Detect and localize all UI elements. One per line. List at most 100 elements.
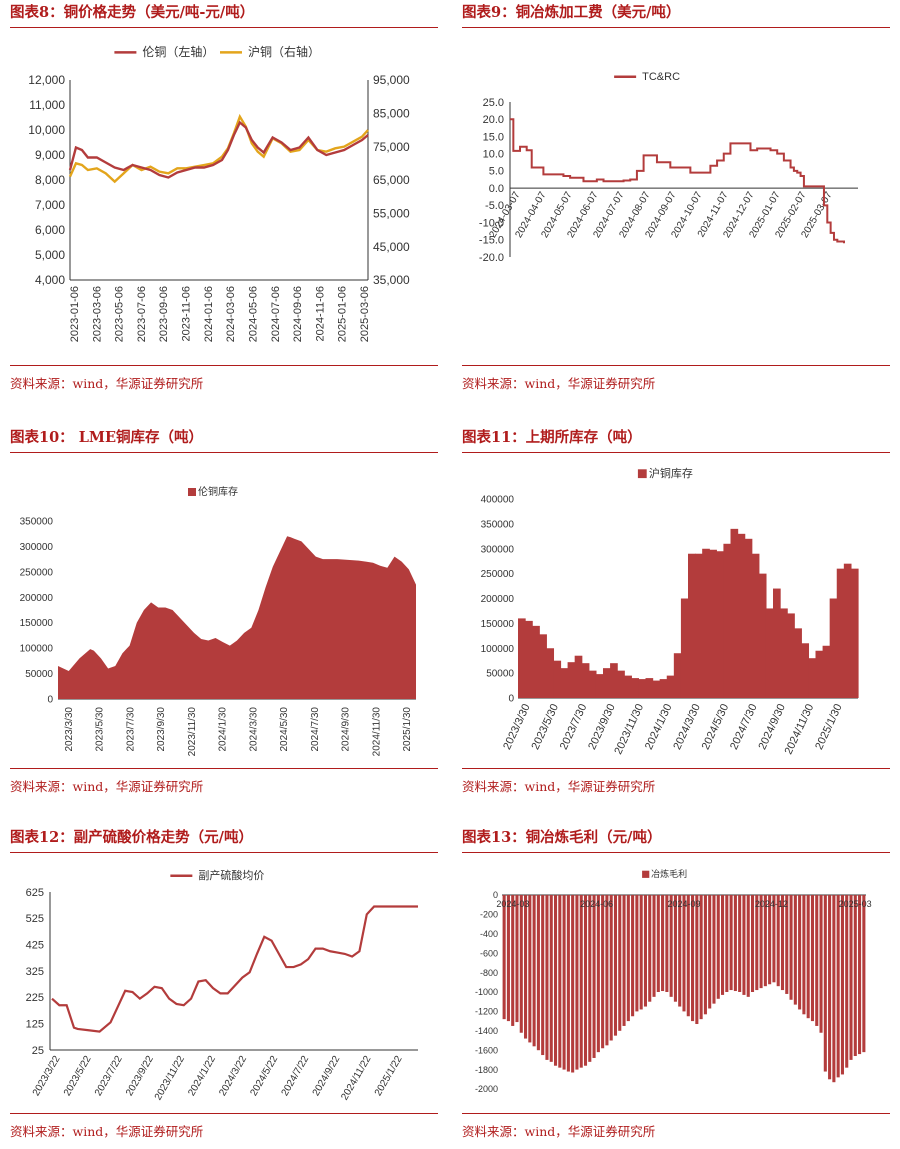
x-tick-label: 2023-01-06 (69, 286, 81, 342)
chart-panel-shfe-inventory: 图表11：上期所库存（吨） 沪铜库存 400000 350000 300000 2500… (462, 425, 890, 800)
inventory-bar (794, 628, 802, 698)
y-tick-label: -800 (480, 968, 498, 978)
x-tick-label: 2024/7/30 (728, 702, 760, 751)
inventory-bar (680, 598, 689, 698)
x-tick-label: 2023-03-06 (91, 286, 103, 342)
y-tick-label: -1200 (475, 1007, 498, 1017)
chart-title: 图表8：铜价格走势（美元/吨-元/吨） (10, 4, 255, 21)
x-tick-label: 2024/7/22 (280, 1054, 312, 1098)
inventory-bar (780, 608, 788, 698)
inventory-bar (645, 678, 654, 698)
x-tick-label: 2023/9/30 (586, 702, 618, 751)
margin-bar (609, 895, 613, 1041)
y-tick-label: 50000 (486, 669, 514, 680)
y-tick-label: 25.0 (483, 97, 504, 109)
title-rule (10, 852, 438, 853)
inventory-bar (737, 533, 746, 698)
x-tick-label: 2023-09-06 (158, 286, 170, 342)
chart-title: 图表10： LME铜库存（吨） (10, 429, 204, 446)
x-tick-label: 2023/11/22 (153, 1054, 187, 1103)
x-tick-label: 2024/1/30 (218, 707, 229, 752)
y-tick-label: -600 (480, 948, 498, 958)
inventory-bar (567, 662, 576, 698)
margin-bar (549, 895, 553, 1062)
y-tick-label: 325 (26, 966, 44, 978)
inventory-bar (850, 568, 859, 698)
inventory-bar (652, 680, 661, 698)
margin-bar (721, 895, 725, 995)
left-y-tick-label: 4,000 (35, 273, 65, 287)
inventory-bar (659, 679, 668, 698)
margin-bar (699, 895, 703, 1020)
x-tick-label: 2024/11/30 (783, 702, 817, 756)
margin-bar (776, 895, 780, 987)
x-tick-label: 2023/7/30 (125, 707, 136, 752)
chart-title: 图表13：铜冶炼毛利（元/吨） (462, 829, 662, 846)
y-tick-label: 200000 (481, 594, 515, 605)
margin-bar (596, 895, 600, 1053)
margin-bar (695, 895, 699, 1025)
y-tick-label: 150000 (20, 618, 54, 629)
x-tick-label: 2023/5/30 (95, 707, 106, 752)
x-tick-label: 2024/3/22 (217, 1054, 249, 1098)
margin-bar (622, 895, 626, 1026)
y-tick-label: 0.0 (489, 183, 504, 195)
inventory-bar (829, 598, 838, 698)
x-tick-label: 2023-05-06 (114, 286, 126, 342)
margin-bar (763, 895, 767, 987)
x-tick-label: 2024-01-06 (203, 286, 215, 342)
x-tick-label: 2025/1/30 (402, 707, 413, 752)
y-tick-label: 125 (26, 1019, 44, 1031)
margin-bar (631, 895, 635, 1017)
x-tick-label: 2024/1/30 (643, 702, 675, 751)
margin-bar (836, 895, 840, 1078)
margin-bar (845, 895, 849, 1068)
inventory-bar (553, 660, 562, 698)
y-tick-label: -2000 (475, 1084, 498, 1094)
inventory-bar (525, 620, 533, 698)
y-tick-label: 625 (26, 887, 44, 899)
margin-bar (583, 895, 588, 1066)
right-y-tick-label: 35,000 (373, 273, 410, 287)
margin-bar (519, 895, 523, 1033)
inventory-bar (581, 663, 590, 698)
source-note: 资料来源：wind，华源证券研究所 (10, 376, 204, 391)
margin-bar (678, 895, 682, 1007)
x-tick-label: 2025-03 (839, 899, 872, 909)
margin-bar (553, 895, 558, 1066)
margin-bar (755, 895, 759, 991)
margin-bar (682, 895, 686, 1012)
legend-label: 伦铜库存 (198, 485, 238, 498)
x-tick-label: 2023/11/30 (612, 702, 646, 756)
x-tick-label: 2024-03 (496, 899, 529, 909)
x-tick-label: 2024-09-06 (292, 286, 304, 342)
inventory-bar (843, 563, 852, 698)
margin-bar (506, 895, 510, 1022)
inventory-bar (751, 553, 760, 698)
margin-bar (815, 895, 819, 1026)
margin-bar (558, 895, 562, 1068)
y-tick-label: 250000 (481, 569, 515, 580)
inventory-bar (758, 573, 767, 698)
margin-bar (515, 895, 519, 1023)
left-y-tick-label: 6,000 (35, 223, 65, 237)
margin-bar (703, 895, 707, 1015)
margin-bar (643, 895, 647, 1007)
x-tick-label: 2024-03-06 (225, 286, 237, 342)
title-rule (10, 452, 438, 453)
inventory-bar (574, 655, 583, 698)
x-tick-label: 2025-01-06 (337, 286, 349, 342)
y-tick-label: 250000 (20, 567, 54, 578)
x-tick-label: 2023-07-06 (136, 286, 148, 342)
sulfuric-acid-line (51, 905, 418, 1033)
right-y-tick-label: 75,000 (373, 140, 410, 154)
left-y-tick-label: 8,000 (35, 173, 65, 187)
margin-bar (772, 895, 776, 983)
inventory-bar (787, 613, 795, 698)
margin-bar (502, 895, 506, 1020)
margin-bar (656, 895, 660, 992)
y-tick-label: -1800 (475, 1065, 498, 1075)
x-tick-label: 2023/5/22 (62, 1054, 94, 1098)
margin-bar (686, 895, 690, 1017)
